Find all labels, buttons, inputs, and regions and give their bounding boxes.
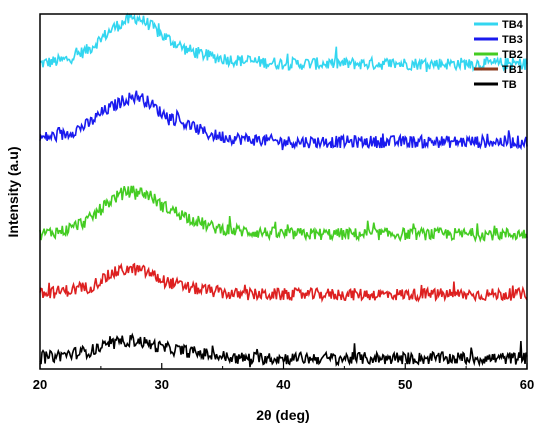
legend-label-tb2: TB2 <box>502 49 523 61</box>
x-tick-label: 20 <box>33 377 47 392</box>
x-axis-ticks: 20 30 40 50 60 <box>33 363 534 392</box>
series-line-tb <box>39 332 528 368</box>
series-layer <box>39 12 528 368</box>
x-tick-label: 60 <box>520 377 534 392</box>
x-tick-label: 40 <box>276 377 290 392</box>
series-line-tb2 <box>39 185 528 243</box>
series-line-tb3 <box>39 90 528 151</box>
legend-label-tb1: TB1 <box>502 64 523 76</box>
legend: TB4 TB3 TB2 TB1 TB <box>474 19 524 91</box>
series-line-tb1 <box>39 262 528 304</box>
legend-label-tb3: TB3 <box>502 34 523 46</box>
x-tick-label: 50 <box>398 377 412 392</box>
legend-label-tb: TB <box>502 79 517 91</box>
legend-label-tb4: TB4 <box>502 19 524 31</box>
x-tick-label: 30 <box>155 377 169 392</box>
y-axis-title: Intensity (a.u) <box>5 146 21 237</box>
series-line-tb4 <box>39 12 528 73</box>
x-axis-title: 2θ (deg) <box>256 407 309 423</box>
